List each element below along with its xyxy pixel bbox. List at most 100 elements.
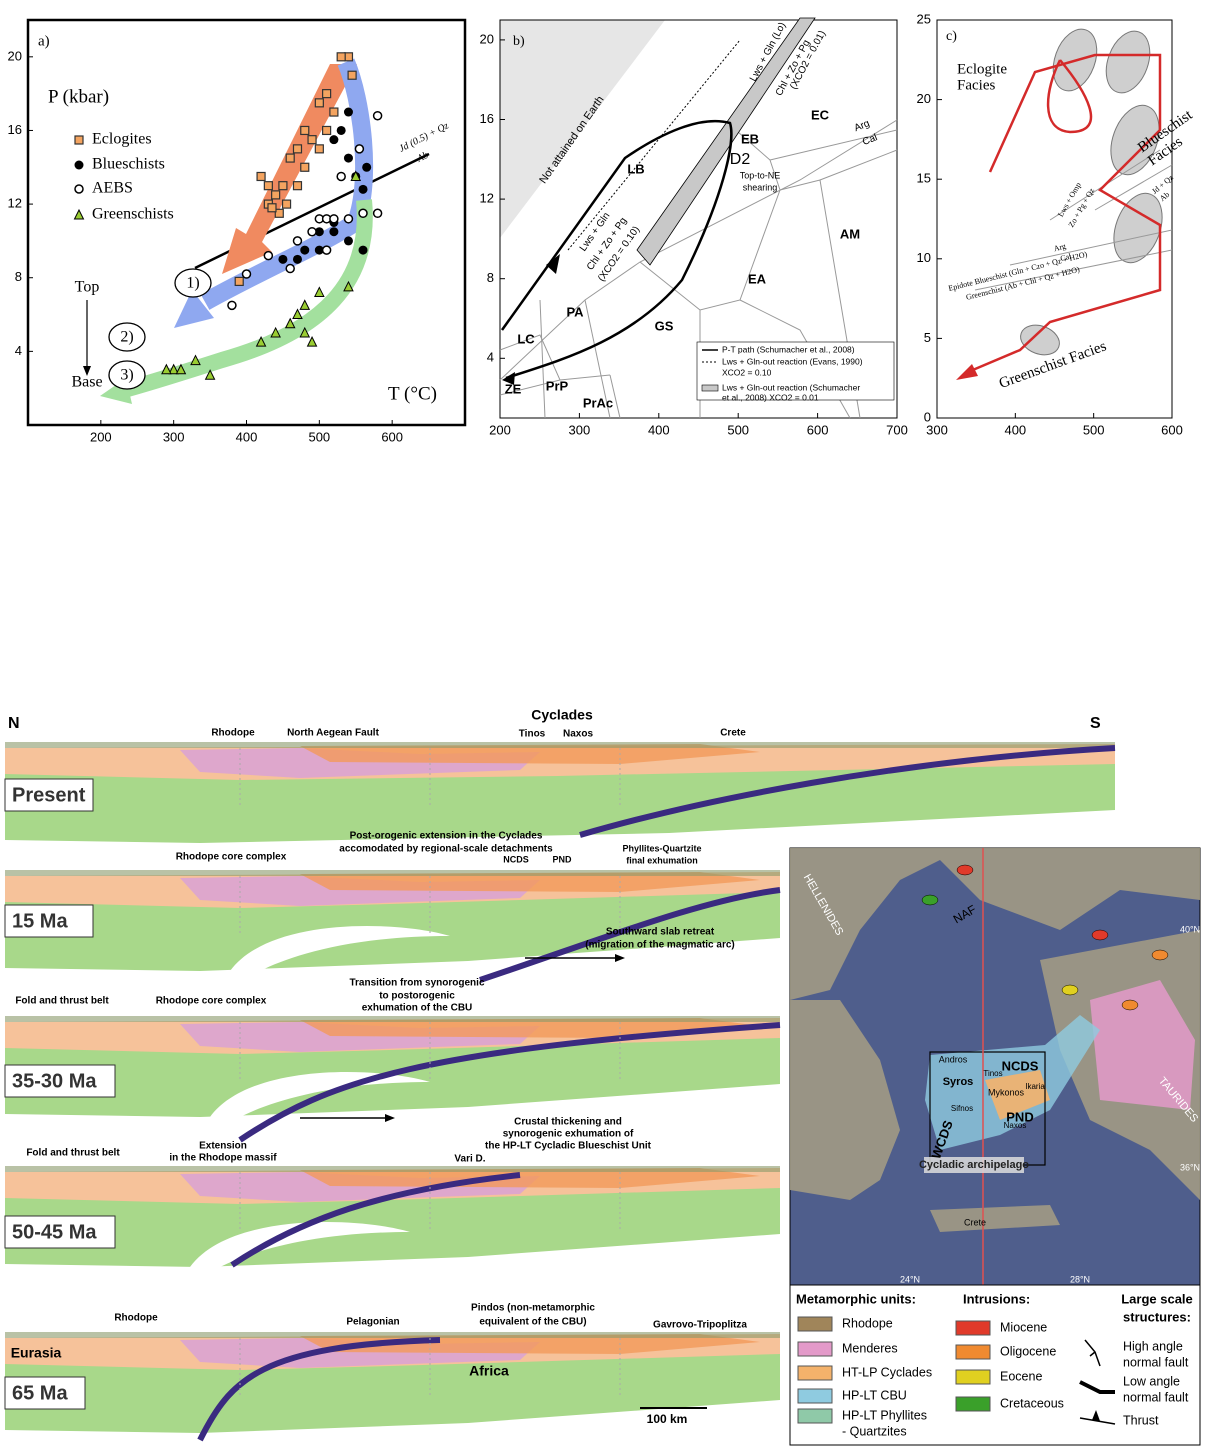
field-label: GS xyxy=(655,318,674,333)
label: S xyxy=(1090,715,1101,732)
section-label: PND xyxy=(552,854,572,864)
legend-swatch xyxy=(797,1341,833,1357)
legend-label: Oligocene xyxy=(1000,1344,1056,1358)
pt-arrowhead xyxy=(546,254,560,274)
y-tick-label: 5 xyxy=(924,330,931,345)
section-label: Fold and thrust belt xyxy=(15,996,109,1007)
pt-arrowhead xyxy=(502,372,515,385)
field-boundary xyxy=(639,189,781,311)
label: T (°C) xyxy=(388,383,437,404)
top-base-arrowhead xyxy=(83,366,91,376)
data-point xyxy=(336,125,346,135)
x-tick-label: 200 xyxy=(90,429,112,444)
section-label: accomodated by regional-scale detachment… xyxy=(339,844,553,855)
data-point xyxy=(263,250,274,261)
pt-path xyxy=(500,119,733,380)
data-point xyxy=(285,153,295,163)
label: N xyxy=(8,715,20,732)
legend-label: AEBS xyxy=(92,180,133,197)
field-label: LB xyxy=(627,161,644,176)
path-circle xyxy=(108,322,146,352)
map-land xyxy=(790,1000,900,1200)
field-boundary xyxy=(499,334,611,381)
y-tick-label: 4 xyxy=(487,350,494,365)
x-tick-label: 700 xyxy=(886,422,908,437)
data-point xyxy=(372,110,383,121)
map-intrusion xyxy=(1091,929,1109,941)
data-point xyxy=(336,52,346,62)
crust-cyclades xyxy=(300,744,760,764)
facies-label: Eclogite xyxy=(957,61,1007,77)
map-label: Sifnos xyxy=(951,1104,973,1113)
thrust-tooth xyxy=(1092,1410,1100,1421)
slab xyxy=(238,1022,781,1143)
mantle xyxy=(5,1352,780,1433)
panel-c-frame xyxy=(936,19,1173,419)
data-point xyxy=(161,363,172,375)
arrowhead xyxy=(615,954,625,962)
legend-label: Eocene xyxy=(1000,1369,1042,1383)
y-tick-label: 0 xyxy=(924,409,931,424)
label: Top xyxy=(75,279,100,296)
stage-label: 50-45 Ma xyxy=(12,1221,97,1243)
stage-box xyxy=(4,1215,116,1249)
legend-label: Greenschists xyxy=(92,206,174,223)
data-point xyxy=(322,89,332,99)
legend-label: High angle xyxy=(1123,1339,1183,1353)
legend-marker xyxy=(74,135,84,145)
arrow-3 xyxy=(121,199,373,398)
stage-box xyxy=(4,1064,116,1098)
map-land xyxy=(930,1205,1060,1232)
legend-swatch xyxy=(955,1396,991,1412)
surface-strip xyxy=(5,742,1115,748)
data-point xyxy=(281,199,292,209)
legend-label: Cretaceous xyxy=(1000,1396,1064,1410)
data-point xyxy=(234,276,244,287)
forbidden-zone xyxy=(500,20,665,238)
legend-label: Blueschists xyxy=(92,156,165,173)
field-boundary xyxy=(769,129,898,161)
data-point xyxy=(292,308,303,320)
section-label: Crete xyxy=(720,728,746,739)
reaction-line xyxy=(974,249,1173,291)
field-label: PrP xyxy=(546,378,569,393)
label: Ab xyxy=(415,150,431,165)
y-tick-label: 20 xyxy=(917,91,931,106)
label: 100 km xyxy=(647,1412,688,1426)
legend-title: Intrusions: xyxy=(963,1291,1030,1306)
legend-swatch xyxy=(797,1316,833,1332)
data-point xyxy=(358,184,368,194)
data-point xyxy=(358,245,368,255)
data-point xyxy=(307,226,317,237)
data-point xyxy=(292,144,303,154)
data-point xyxy=(263,181,273,191)
x-tick-label: 300 xyxy=(163,429,185,444)
legend-swatch xyxy=(955,1344,991,1360)
data-point xyxy=(227,300,237,311)
x-tick-label: 500 xyxy=(1083,422,1105,437)
data-point xyxy=(343,236,353,246)
section-label: equivalent of the CBU) xyxy=(479,1317,586,1328)
map-label: 36°N xyxy=(1180,1162,1200,1172)
mantle xyxy=(5,762,1115,843)
legend-swatch xyxy=(701,384,719,392)
section-label: Cyclades xyxy=(531,707,593,723)
section-label: synorogenic exhumation of xyxy=(503,1129,634,1140)
field-label: PrAc xyxy=(583,395,613,410)
field-boundary xyxy=(584,299,611,419)
x-tick-label: 300 xyxy=(569,422,591,437)
label: P (kbar) xyxy=(48,86,109,107)
map-label: PND xyxy=(1006,1109,1033,1124)
y-tick-label: 10 xyxy=(917,250,931,265)
section-label: Post-orogenic extension in the Cyclades xyxy=(350,831,543,842)
field-label: AM xyxy=(840,226,860,241)
y-tick-label: 8 xyxy=(487,270,494,285)
data-point xyxy=(343,107,353,117)
data-point xyxy=(190,354,201,366)
thrust-symbol xyxy=(1079,1417,1116,1425)
legend-label: P-T path (Schumacher et al., 2008) xyxy=(722,344,855,354)
stage-label: 65 Ma xyxy=(12,1382,68,1404)
section-label: (migration of the magmatic arc) xyxy=(585,940,734,951)
x-tick-label: 500 xyxy=(727,422,749,437)
